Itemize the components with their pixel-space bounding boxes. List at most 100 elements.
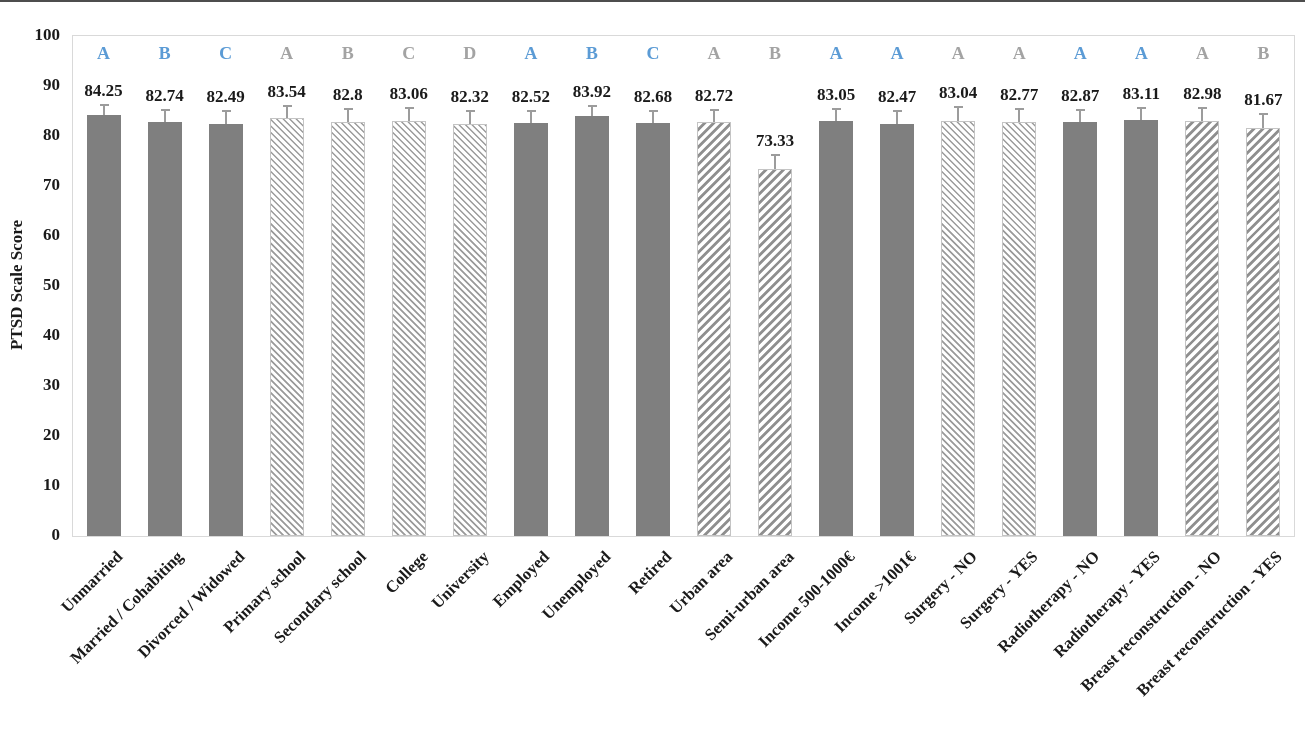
bar-group: A 82.72 (683, 36, 744, 536)
bar (147, 122, 182, 536)
error-bar (407, 109, 410, 121)
error-bar (102, 105, 105, 115)
bar (758, 169, 793, 536)
error-bar (774, 156, 777, 170)
bar-value-label: 82.32 (450, 87, 489, 107)
error-bar (651, 111, 654, 123)
bar-group: A 82.52 (500, 36, 561, 536)
bar-group: A 84.25 (73, 36, 134, 536)
category-label: Breast reconstruction - YES (1133, 547, 1286, 700)
significance-letter: A (707, 43, 721, 63)
bar-value-label: 83.05 (816, 84, 856, 104)
error-bar (1079, 110, 1082, 122)
error-bar (835, 109, 838, 121)
category-label: Married / Cohabiting (66, 547, 188, 668)
error-bar (1262, 115, 1265, 128)
bar-value-label: 82.74 (145, 86, 184, 106)
bar (880, 123, 915, 536)
error-bar-cap (282, 104, 292, 107)
error-bar-cap (954, 106, 964, 109)
bar-group: A 82.77 (989, 36, 1050, 536)
error-bar (590, 106, 593, 117)
error-bar-cap (1015, 108, 1025, 111)
category-label: Income >1001€ (830, 547, 920, 637)
error-bar (712, 111, 715, 123)
bar-value-label: 83.54 (267, 81, 306, 101)
bar-value-label: 82.52 (511, 86, 550, 106)
category-label: Primary school (219, 547, 310, 637)
category-label: Unmarried (56, 547, 126, 617)
bar-group: A 83.04 (928, 36, 989, 536)
bar (574, 116, 609, 536)
category-label: Radiotherapy - YES (1049, 547, 1164, 662)
bar-value-label: 82.68 (633, 86, 673, 106)
y-tick-label: 50 (43, 275, 60, 294)
bar-group: B 81.67 (1233, 36, 1294, 536)
error-bar (163, 111, 166, 123)
bar (208, 123, 243, 536)
y-tick-label: 40 (43, 325, 60, 344)
error-bar-cap (771, 154, 781, 157)
bar-value-label: 81.67 (1244, 90, 1283, 110)
category-label: University (426, 547, 493, 613)
error-bar-cap (648, 109, 658, 112)
bar-group: A 83.11 (1111, 36, 1172, 536)
y-tick-label: 10 (43, 475, 60, 494)
category-label: Income 500-1000€ (754, 547, 859, 651)
bar (941, 120, 976, 536)
bar (513, 123, 548, 536)
error-bar-cap (526, 109, 536, 112)
error-bar (1018, 110, 1021, 123)
bar-value-label: 83.11 (1122, 83, 1160, 103)
bar-group: B 82.74 (134, 36, 195, 536)
y-tick-label: 0 (51, 525, 61, 544)
significance-letter: A (1012, 43, 1026, 63)
bar-group: B 73.33 (745, 36, 806, 536)
bar-group: A 83.05 (806, 36, 867, 536)
significance-letter: A (829, 43, 843, 63)
bar-group: B 83.92 (561, 36, 622, 536)
bar-value-label: 82.77 (1000, 85, 1039, 105)
bar (635, 122, 670, 536)
error-bar-cap (1198, 107, 1208, 110)
significance-letter: A (1073, 43, 1087, 63)
bar-group: A 82.87 (1050, 36, 1111, 536)
bar-group: A 82.47 (867, 36, 928, 536)
bar (1185, 121, 1220, 536)
y-tick-label: 60 (43, 225, 60, 244)
bar-group: C 83.06 (378, 36, 439, 536)
bar (269, 118, 304, 536)
y-tick-label: 100 (34, 25, 61, 44)
significance-letter: C (402, 43, 416, 63)
category-label: Urban area (665, 547, 737, 618)
category-label: College (380, 547, 432, 598)
bar (86, 114, 121, 536)
error-bar-cap (1076, 108, 1086, 111)
significance-letter: A (1195, 43, 1209, 63)
bar-value-label: 82.87 (1061, 85, 1100, 105)
bar (1002, 122, 1037, 536)
significance-letter: B (341, 43, 354, 63)
significance-letter: A (524, 43, 538, 63)
error-bar-cap (221, 110, 231, 113)
bar-group: D 82.32 (439, 36, 500, 536)
bar (696, 122, 731, 536)
error-bar-cap (465, 110, 475, 113)
category-label: Radiotherapy - NO (993, 547, 1103, 657)
bar-value-label: 83.04 (939, 83, 978, 103)
error-bar (285, 106, 288, 119)
bar-value-label: 82.72 (694, 86, 734, 106)
error-bar (1140, 108, 1143, 121)
category-label: Divorced / Widowed (133, 547, 249, 662)
category-label: Secondary school (270, 547, 371, 647)
error-bar (468, 112, 471, 125)
bar-value-label: 73.33 (755, 131, 795, 151)
significance-letter: B (585, 43, 598, 63)
bar-group: C 82.49 (195, 36, 256, 536)
bar-value-label: 82.98 (1183, 84, 1222, 104)
error-bar-cap (160, 109, 170, 112)
y-axis: 0 10 20 30 40 50 60 70 80 90 100 (0, 25, 61, 544)
significance-letter: C (219, 43, 233, 63)
error-bar (896, 111, 899, 124)
